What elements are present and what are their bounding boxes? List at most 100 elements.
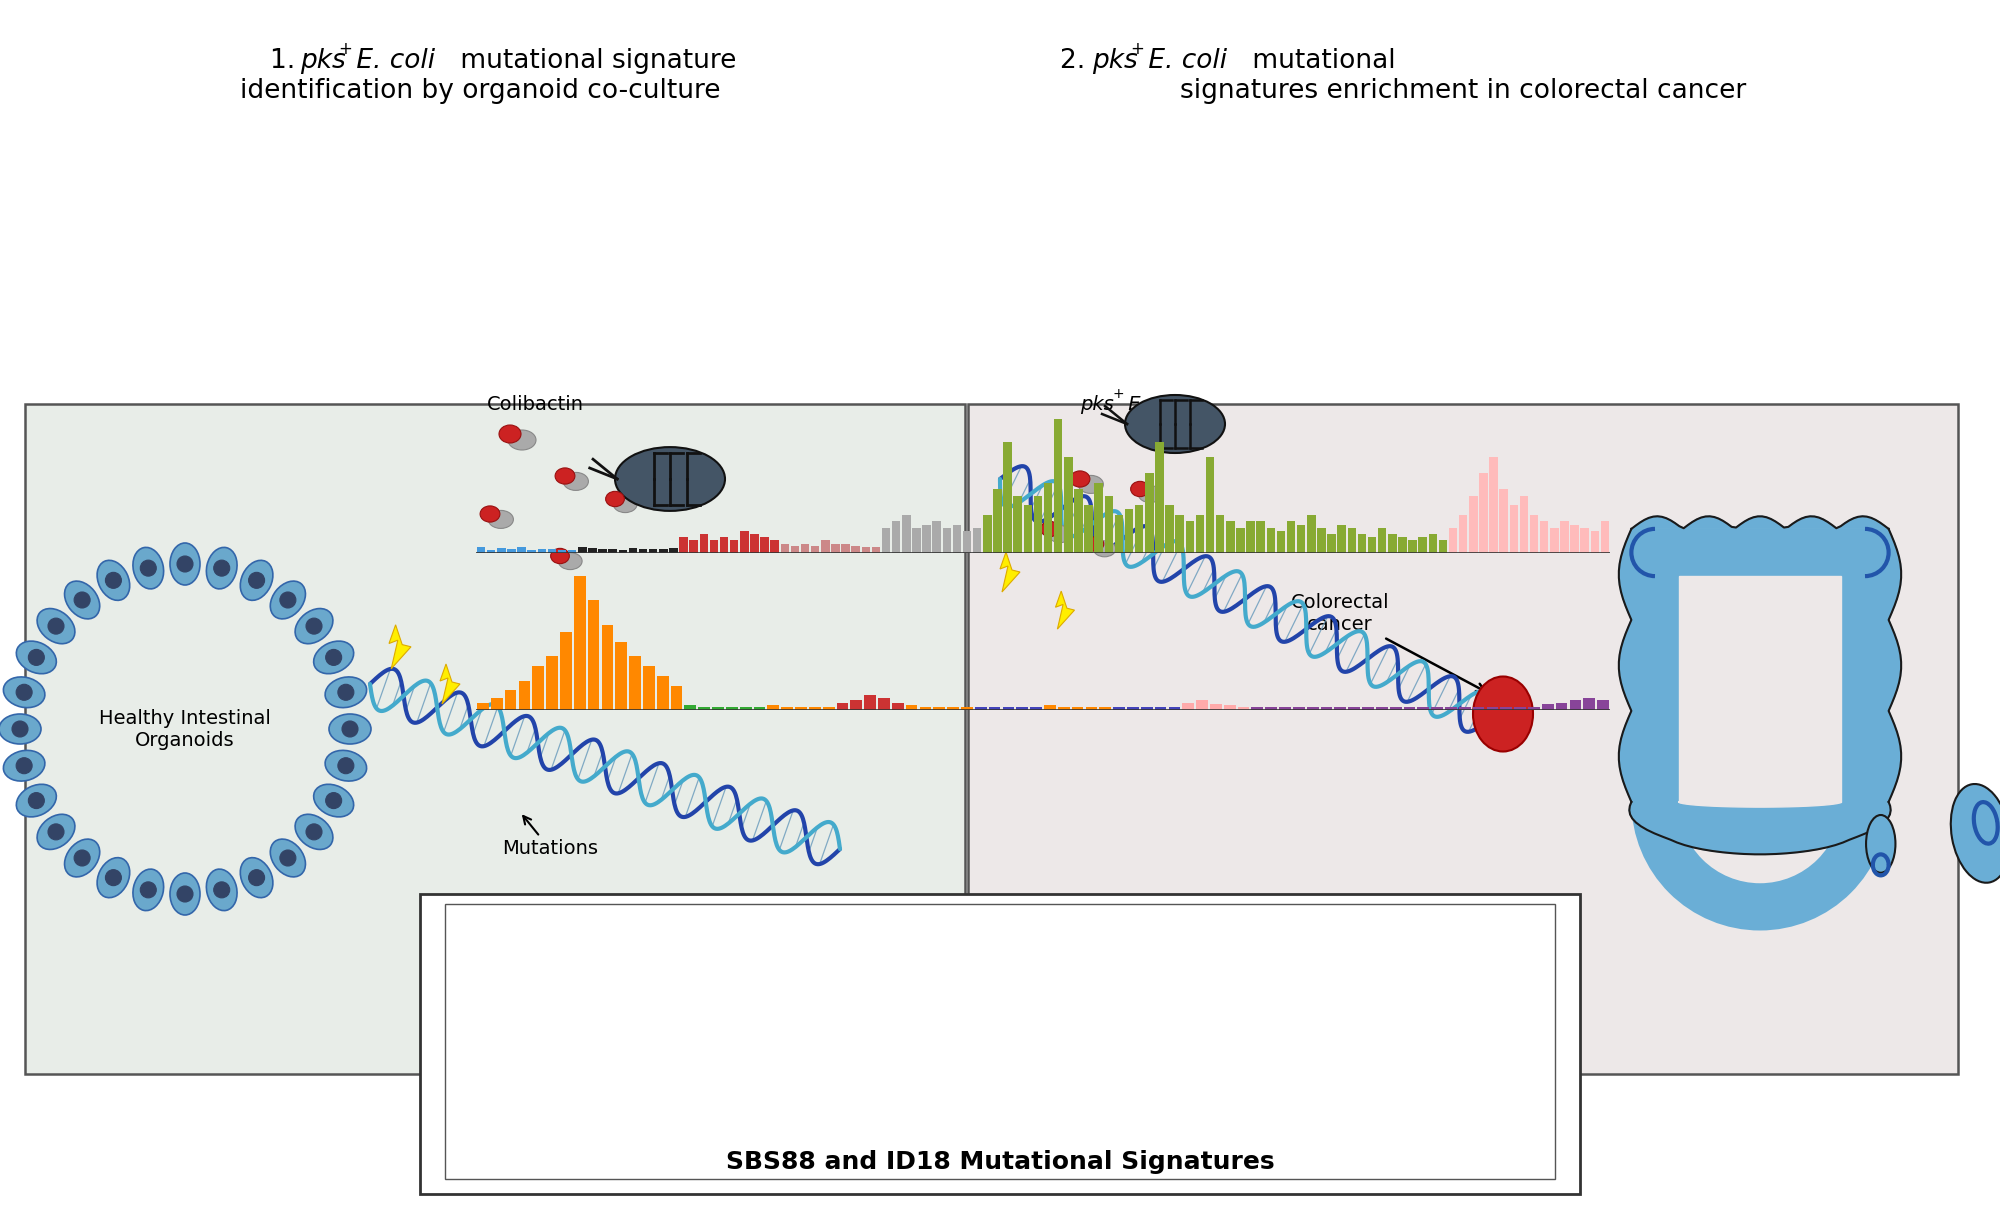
Bar (1472, 707, 1484, 710)
Bar (962, 531, 972, 553)
Bar (1458, 707, 1470, 710)
Ellipse shape (132, 869, 164, 911)
Bar (994, 490, 1002, 553)
Circle shape (140, 881, 156, 898)
Bar (1216, 515, 1224, 553)
Circle shape (306, 618, 322, 634)
Circle shape (140, 561, 156, 577)
Polygon shape (1678, 802, 1842, 807)
Circle shape (28, 793, 44, 809)
Bar (1252, 706, 1264, 710)
Bar (1030, 706, 1042, 710)
Bar (1328, 534, 1336, 553)
Text: E. coli: E. coli (1122, 394, 1186, 414)
Bar (538, 548, 546, 553)
Polygon shape (440, 663, 460, 704)
Bar (1388, 534, 1396, 553)
Polygon shape (1056, 591, 1074, 629)
Bar (1514, 707, 1526, 710)
Bar (1446, 707, 1456, 710)
Bar (1114, 515, 1124, 553)
Bar (1584, 698, 1596, 710)
Bar (852, 546, 860, 553)
Bar (1266, 528, 1276, 553)
Bar (934, 706, 946, 710)
Text: mutational: mutational (1244, 48, 1396, 73)
Ellipse shape (564, 472, 588, 491)
Bar (478, 703, 488, 710)
Bar (1238, 706, 1250, 710)
Ellipse shape (16, 641, 56, 673)
Bar (1094, 483, 1102, 553)
Bar (690, 541, 698, 553)
Polygon shape (1618, 529, 1632, 802)
Bar (912, 528, 920, 553)
Bar (1378, 528, 1386, 553)
Bar (546, 656, 558, 710)
Text: pks: pks (300, 48, 346, 73)
Bar (1418, 707, 1430, 710)
Polygon shape (1630, 802, 1890, 854)
Ellipse shape (38, 814, 74, 849)
Ellipse shape (326, 677, 366, 707)
Bar (490, 698, 502, 710)
Bar (1224, 705, 1236, 710)
Circle shape (214, 881, 230, 898)
Bar (1438, 541, 1448, 553)
Bar (528, 550, 536, 553)
Circle shape (16, 684, 32, 700)
Bar (754, 707, 766, 710)
Bar (558, 550, 566, 553)
Circle shape (306, 824, 322, 840)
Ellipse shape (606, 491, 624, 507)
Bar (740, 707, 752, 710)
Bar (1064, 458, 1072, 553)
Bar (730, 541, 738, 553)
Bar (568, 550, 576, 553)
Bar (782, 707, 794, 710)
Bar (1528, 706, 1540, 710)
Bar (1432, 707, 1444, 710)
Ellipse shape (1130, 481, 1150, 497)
Bar (1206, 458, 1214, 553)
Bar (1266, 707, 1278, 710)
Bar (750, 534, 758, 553)
Bar (1842, 552, 1888, 802)
Bar (780, 543, 790, 553)
Bar (638, 548, 648, 553)
Bar (892, 703, 904, 710)
Ellipse shape (480, 506, 500, 523)
Bar (832, 543, 840, 553)
Bar (1530, 515, 1538, 553)
Bar (588, 600, 600, 710)
Bar (1542, 704, 1554, 710)
FancyBboxPatch shape (444, 905, 1556, 1179)
Circle shape (106, 573, 122, 589)
Bar (656, 676, 668, 710)
Bar (670, 548, 678, 553)
Bar (1168, 706, 1180, 710)
Bar (1408, 541, 1416, 553)
Bar (1556, 703, 1568, 710)
Ellipse shape (558, 552, 582, 569)
Bar (1276, 531, 1286, 553)
Bar (1002, 707, 1014, 710)
Bar (842, 543, 850, 553)
Bar (684, 705, 696, 710)
Text: Colibactin: Colibactin (486, 394, 584, 414)
Bar (1286, 521, 1296, 553)
Bar (1540, 521, 1548, 553)
Bar (988, 707, 1000, 710)
Bar (850, 700, 862, 710)
Circle shape (248, 573, 264, 589)
Text: pks: pks (1080, 394, 1114, 414)
Ellipse shape (326, 750, 366, 781)
Bar (906, 705, 918, 710)
Ellipse shape (132, 547, 164, 589)
Ellipse shape (1048, 525, 1072, 542)
Bar (1600, 521, 1610, 553)
Bar (1166, 506, 1174, 553)
Bar (1114, 706, 1124, 710)
Circle shape (280, 592, 296, 608)
Bar (1598, 700, 1608, 710)
